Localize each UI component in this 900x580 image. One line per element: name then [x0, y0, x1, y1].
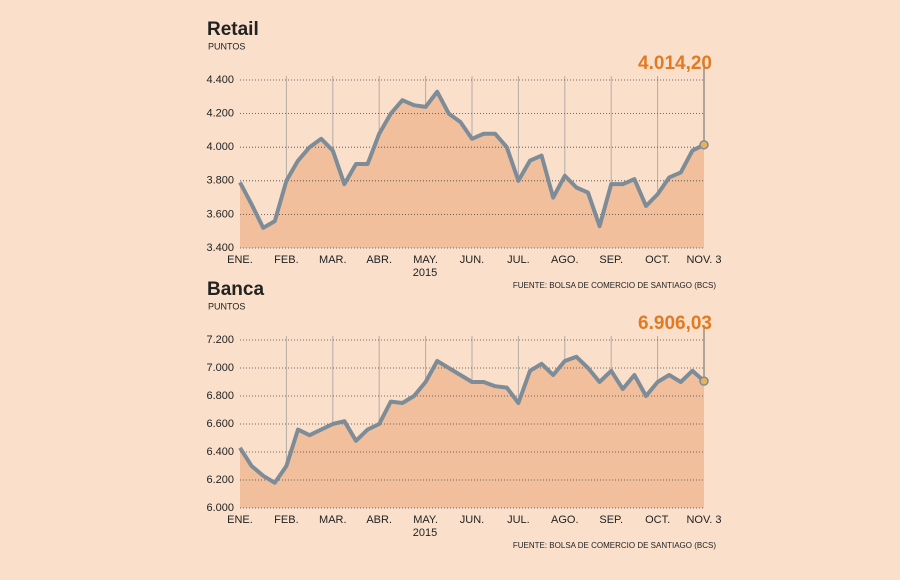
y-unit: PUNTOS	[208, 41, 245, 51]
x-tick-label: MAR.	[319, 254, 347, 266]
y-tick-label: 7.000	[206, 362, 234, 374]
value-label: 4.014,20	[638, 53, 712, 74]
x-axis-label: 2015	[413, 527, 437, 539]
x-tick-label: MAY.	[413, 254, 438, 266]
y-tick-label: 6.800	[206, 390, 234, 402]
y-tick-label: 6.400	[206, 446, 234, 458]
chart-title: Banca	[207, 279, 264, 300]
x-tick-label: ABR.	[366, 514, 392, 526]
x-axis-label: 2015	[413, 267, 437, 279]
line	[238, 89, 705, 230]
line	[238, 354, 706, 485]
value-label: 6.906,03	[638, 313, 712, 334]
y-tick-label: 7.200	[206, 334, 234, 346]
x-tick-label: JUN.	[460, 254, 484, 266]
area	[240, 91, 704, 248]
x-tick-label: AGO.	[551, 254, 579, 266]
chart-title: Retail	[207, 19, 259, 40]
x-tick-label: NOV. 3	[686, 254, 721, 266]
x-tick-label: ENE.	[227, 254, 253, 266]
y-unit: PUNTOS	[208, 301, 245, 311]
x-tick-label: SEP.	[599, 254, 623, 266]
x-tick-label: OCT.	[645, 254, 670, 266]
end-point	[699, 376, 709, 386]
x-tick-label: OCT.	[645, 514, 670, 526]
y-tick-label: 3.600	[206, 208, 234, 220]
y-tick-label: 4.000	[206, 141, 234, 153]
y-tick-label: 3.400	[206, 242, 234, 254]
x-tick-label: JUN.	[460, 514, 484, 526]
x-tick-label: ABR.	[366, 254, 392, 266]
end-point	[699, 140, 709, 150]
source: FUENTE: BOLSA DE COMERCIO DE SANTIAGO (B…	[513, 541, 716, 550]
area	[240, 356, 704, 508]
y-tick-label: 6.000	[206, 502, 234, 514]
y-tick-label: 3.800	[206, 175, 234, 187]
x-tick-label: JUL.	[507, 514, 530, 526]
y-tick-label: 6.200	[206, 474, 234, 486]
x-tick-label: SEP.	[599, 514, 623, 526]
y-tick-label: 4.400	[206, 74, 234, 86]
x-tick-label: NOV. 3	[686, 514, 721, 526]
x-tick-label: AGO.	[551, 514, 579, 526]
x-tick-label: FEB.	[274, 514, 298, 526]
y-tick-label: 6.600	[206, 418, 234, 430]
x-tick-label: MAR.	[319, 514, 347, 526]
x-tick-label: FEB.	[274, 254, 298, 266]
x-tick-label: JUL.	[507, 254, 530, 266]
y-tick-label: 4.200	[206, 108, 234, 120]
x-tick-label: MAY.	[413, 514, 438, 526]
x-tick-label: ENE.	[227, 514, 253, 526]
source: FUENTE: BOLSA DE COMERCIO DE SANTIAGO (B…	[513, 281, 716, 290]
